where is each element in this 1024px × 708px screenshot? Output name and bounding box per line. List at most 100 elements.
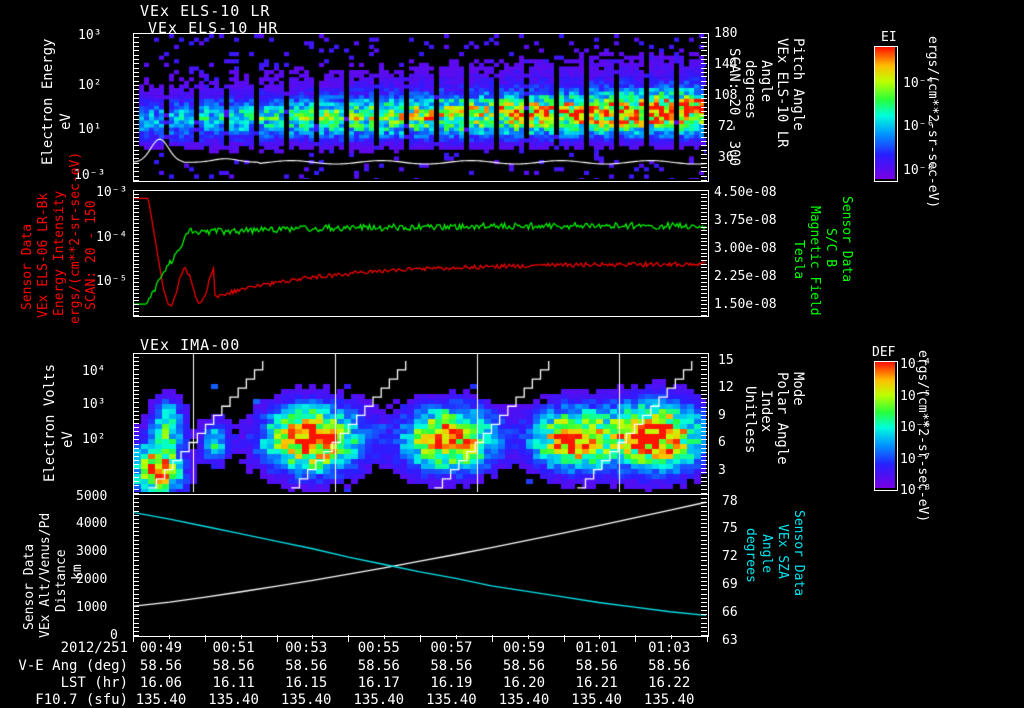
axis-tick (133, 154, 139, 156)
axis-tick (133, 614, 139, 616)
axis-tick (701, 241, 707, 243)
axis-tick (133, 394, 139, 396)
panel1-right-tick-4: 36 (718, 150, 734, 165)
axis-tick (133, 234, 139, 236)
axis-tick (133, 464, 139, 466)
axis-tick (701, 115, 707, 117)
axis-tick (701, 622, 707, 624)
footer-cell-lst-5: 16.20 (502, 675, 546, 691)
axis-tick (701, 576, 707, 578)
panel3-right-label-3: Unitless (742, 386, 758, 454)
axis-tick (133, 303, 139, 305)
footer-cell-ve_ang-4: 58.56 (430, 658, 473, 674)
axis-tick (701, 201, 707, 203)
axis-tick (133, 248, 139, 250)
time-axis-tick (635, 635, 637, 642)
axis-tick (133, 67, 139, 69)
axis-tick (133, 593, 139, 595)
panel1-right-tick-3: 72 (718, 119, 734, 134)
axis-tick (133, 398, 139, 400)
panel4-right-label-3: degrees (743, 528, 758, 583)
axis-tick (133, 226, 139, 228)
axis-tick (701, 480, 707, 482)
axis-tick (701, 468, 707, 470)
footer-cell-lst-6: 16.21 (575, 675, 618, 691)
axis-tick (701, 589, 707, 591)
axis-tick (701, 263, 707, 265)
axis-tick (133, 106, 139, 108)
axis-tick (701, 597, 707, 599)
axis-tick (133, 300, 139, 302)
axis-tick (701, 248, 707, 250)
footer-cell-f107-1: 135.40 (208, 692, 259, 708)
axis-tick (701, 427, 707, 429)
axis-tick (701, 102, 707, 104)
footer-cell-lst-3: 16.17 (357, 675, 400, 691)
axis-tick (701, 223, 707, 225)
axis-tick (701, 493, 707, 494)
footer-cell-f107-3: 135.40 (353, 692, 405, 708)
panel2-left-tick-0: 10⁻³ (96, 185, 128, 200)
axis-tick (701, 252, 707, 254)
axis-tick (701, 373, 707, 375)
axis-tick (133, 572, 139, 574)
axis-tick (133, 37, 139, 39)
axis-tick (133, 145, 139, 147)
axis-tick (701, 630, 707, 632)
axis-tick (701, 593, 707, 595)
axis-tick (701, 158, 707, 160)
panel2-left-label-1: VEx ELS-06 LR-Bk (36, 192, 51, 318)
time-axis-tick (707, 635, 708, 642)
axis-tick (133, 476, 139, 478)
axis-tick (133, 285, 139, 287)
axis-tick (133, 223, 139, 225)
axis-tick (701, 76, 707, 78)
axis-tick (701, 494, 707, 495)
panel4-left-tick-2: 3000 (76, 544, 108, 559)
panel4-right-tick-3: 69 (722, 577, 738, 592)
axis-tick (133, 622, 139, 624)
panel3-colorbar-tick-2: 10⁻⁶ (900, 420, 932, 435)
axis-tick (701, 197, 707, 199)
footer-cell-time-4: 00:57 (430, 640, 473, 656)
axis-tick (701, 402, 707, 404)
axis-tick (701, 614, 707, 616)
axis-tick (701, 547, 707, 549)
axis-tick (133, 488, 139, 490)
axis-tick (133, 237, 139, 239)
axis-tick (133, 435, 139, 437)
axis-tick (133, 610, 139, 612)
axis-tick (701, 523, 707, 525)
axis-tick (701, 204, 707, 206)
axis-tick (701, 447, 707, 449)
axis-tick (701, 234, 707, 236)
time-axis-tick (133, 635, 134, 642)
axis-tick (701, 315, 707, 316)
panel1-title-sub: VEx ELS-10 HR (148, 19, 279, 37)
axis-tick (133, 270, 139, 272)
panel1-left-tick-1: 10² (78, 78, 102, 93)
panel4-left-label-1: VEx Alt/Venus/Pd (38, 512, 53, 638)
axis-tick (701, 212, 707, 214)
footer-row-label-3: F10.7 (sfu) (35, 692, 128, 708)
axis-tick (133, 373, 139, 375)
axis-tick (701, 539, 707, 541)
axis-tick (133, 33, 139, 34)
panel1-colorbar-tick-0: 10⁻⁴ (903, 76, 935, 91)
panel4-left-label-0: Sensor Data (22, 543, 37, 630)
panel1-right-label-3: degrees (742, 60, 758, 120)
axis-tick (701, 385, 707, 387)
axis-tick (701, 361, 707, 363)
footer-cell-lst-1: 16.11 (212, 675, 255, 691)
panel1-right-tick-0: 180 (714, 26, 738, 41)
axis-tick (701, 84, 707, 86)
panel3-colorbar-tick-1: 10⁻⁵ (900, 389, 932, 404)
axis-tick (701, 601, 707, 603)
axis-tick (133, 377, 139, 379)
axis-tick (133, 447, 139, 449)
axis-tick (133, 451, 139, 453)
time-axis-tick (455, 635, 457, 639)
axis-tick (133, 149, 139, 151)
panel4-right-tick-5: 63 (722, 633, 738, 648)
axis-tick (133, 162, 139, 164)
